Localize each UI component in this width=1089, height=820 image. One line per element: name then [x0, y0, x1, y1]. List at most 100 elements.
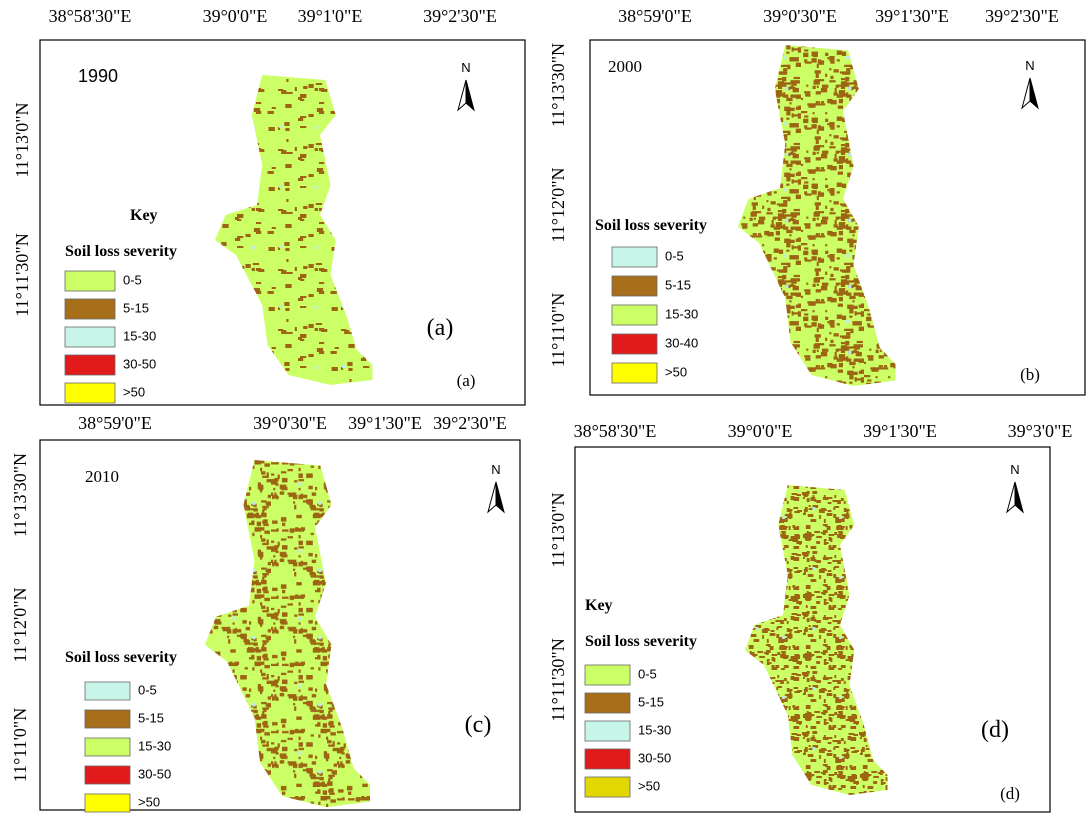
latitude-label: 11°12'0"N: [548, 167, 568, 242]
watershed: [745, 485, 888, 795]
legend-key: Key: [130, 207, 158, 224]
latitude-label: 11°11'30"N: [548, 638, 568, 721]
latitude-label: 11°13'0"N: [12, 102, 32, 177]
legend-label: 5-15: [123, 300, 149, 315]
legend-label: 0-5: [665, 248, 684, 263]
legend-swatch: [611, 333, 658, 355]
legend-swatch: [584, 692, 631, 714]
latitude-label: 11°13'0"N: [548, 492, 568, 567]
legend-swatch: [584, 664, 631, 686]
north-label: N: [491, 462, 500, 477]
legend-label: 30-50: [123, 356, 156, 371]
legend-label: >50: [638, 778, 660, 793]
legend-title: Soil loss severity: [595, 217, 707, 234]
legend-label: 30-50: [138, 766, 171, 781]
longitude-label: 39°1'30"E: [863, 421, 937, 441]
north-arrow: [1006, 481, 1016, 514]
panel-label: (d): [981, 717, 1009, 743]
legend-title: Soil loss severity: [65, 243, 177, 260]
legend-swatch: [611, 246, 658, 268]
legend-swatch: [584, 776, 631, 798]
legend-swatch: [84, 737, 131, 757]
legend-swatch: [584, 720, 631, 742]
latitude-label: 11°13'30"N: [10, 453, 30, 537]
legend-label: 15-30: [665, 306, 698, 321]
legend-label: 15-30: [138, 738, 171, 753]
longitude-label: 39°0'30"E: [763, 6, 837, 26]
latitude-label: 11°11'0"N: [10, 708, 30, 782]
north-label: N: [1025, 58, 1034, 73]
north-arrow: [1014, 481, 1024, 514]
legend-label: 5-15: [138, 710, 164, 725]
watershed: [738, 45, 896, 386]
map-panel: 38°58'30"E 39°0'0"E 39°1'30"E 39°3'0"E 11°13…: [548, 421, 1073, 813]
legend-swatch: [84, 765, 131, 785]
longitude-label: 39°0'0"E: [728, 421, 793, 441]
year-label: 1990: [78, 66, 118, 86]
north-label: N: [1010, 462, 1019, 477]
legend-label: 15-30: [123, 328, 156, 343]
longitude-label: 39°2'30"E: [985, 6, 1059, 26]
legend-label: >50: [138, 794, 160, 809]
legend-label: 0-5: [638, 666, 657, 681]
legend-swatch: [64, 298, 116, 320]
legend-label: 5-15: [638, 694, 664, 709]
map-frame: [39, 39, 526, 406]
latitude-label: 11°11'0"N: [548, 293, 568, 367]
north-arrow: [1021, 77, 1031, 110]
legend-swatch: [64, 382, 116, 404]
legend-label: 5-15: [665, 277, 691, 292]
panel-label-small: (d): [1000, 784, 1020, 803]
watershed: [215, 75, 373, 385]
north-arrow: [457, 79, 467, 112]
longitude-label: 38°58'30"E: [574, 421, 657, 441]
latitude-label: 11°11'30"N: [12, 233, 32, 316]
panel-label: (c): [465, 712, 492, 738]
legend-swatch: [84, 709, 131, 729]
panel-label-small: (a): [457, 371, 476, 390]
longitude-label: 39°0'0"E: [203, 6, 268, 26]
map-frame: [39, 439, 521, 811]
legend-label: >50: [665, 364, 687, 379]
legend-key: Key: [585, 597, 613, 614]
legend-swatch: [64, 326, 116, 348]
legend-label: >50: [123, 384, 145, 399]
longitude-label: 39°1'30"E: [875, 6, 949, 26]
legend-label: 30-50: [638, 750, 671, 765]
year-label: 2000: [608, 57, 642, 76]
panel-label-small: (b): [1020, 365, 1040, 384]
legend-title: Soil loss severity: [65, 649, 177, 666]
legend-label: 0-5: [123, 272, 142, 287]
map-panel: 38°58'30"E 39°0'0"E 39°1'0"E 39°2'30"E 11°13…: [12, 6, 526, 406]
legend-swatch: [64, 270, 116, 292]
legend-label: 15-30: [638, 722, 671, 737]
north-arrow: [495, 481, 505, 514]
north-arrow: [465, 79, 475, 112]
north-arrow: [487, 481, 497, 514]
watershed: [205, 460, 370, 808]
legend-label: 0-5: [138, 682, 157, 697]
legend-swatch: [611, 362, 658, 384]
legend-swatch: [84, 681, 131, 701]
longitude-label: 39°3'0"E: [1008, 421, 1073, 441]
longitude-label: 39°2'30"E: [433, 413, 507, 433]
north-label: N: [461, 60, 470, 75]
longitude-label: 38°59'0"E: [618, 6, 692, 26]
legend-label: 30-40: [665, 335, 698, 350]
longitude-label: 38°59'0"E: [78, 413, 152, 433]
latitude-label: 11°12'0"N: [10, 587, 30, 662]
latitude-label: 11°13'30"N: [548, 43, 568, 127]
legend-swatch: [64, 354, 116, 376]
map-frame: [574, 446, 1051, 813]
map-panel: 38°59'0"E 39°0'30"E 39°1'30"E 39°2'30"E 11°1…: [548, 6, 1086, 396]
legend-swatch: [584, 748, 631, 770]
legend-swatch: [611, 304, 658, 326]
longitude-label: 39°2'30"E: [423, 6, 497, 26]
legend-swatch: [611, 275, 658, 297]
map-frame: [589, 39, 1086, 396]
longitude-label: 39°1'30"E: [348, 413, 422, 433]
longitude-label: 38°58'30"E: [49, 6, 132, 26]
map-panel: 38°59'0"E 39°0'30"E 39°1'30"E 39°2'30"E 11°1…: [10, 413, 521, 813]
legend-title: Soil loss severity: [585, 633, 697, 650]
